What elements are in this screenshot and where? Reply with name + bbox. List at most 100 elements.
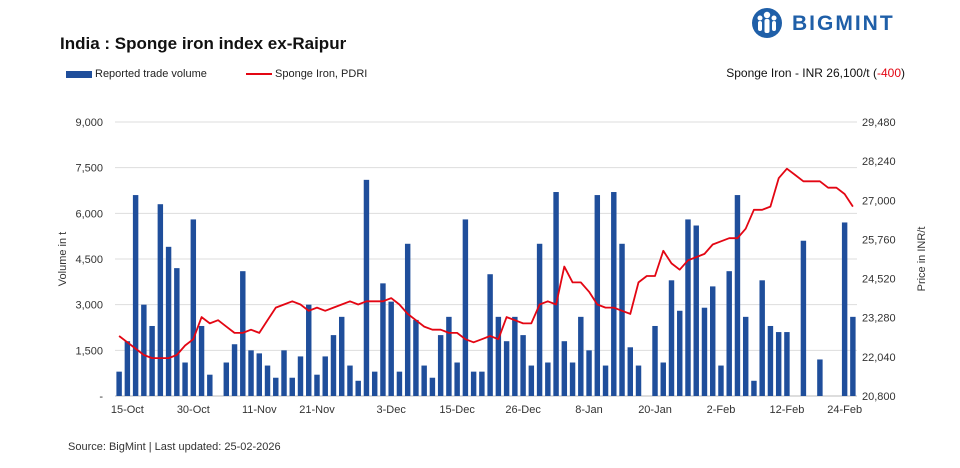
legend-label-price: Sponge Iron, PDRI — [275, 68, 368, 80]
volume-bar — [528, 365, 535, 396]
source-note: Source: BigMint | Last updated: 25-02-20… — [68, 441, 281, 453]
volume-bar — [264, 365, 271, 396]
volume-bar — [347, 365, 353, 396]
legend-swatch-volume — [66, 70, 92, 78]
volume-bar — [314, 374, 320, 396]
volume-bar — [553, 192, 559, 396]
y2-tick-label: 22,040 — [862, 352, 896, 364]
x-tick-label: 12-Feb — [769, 404, 804, 416]
volume-bar — [479, 371, 485, 396]
bigmint-logo-text: BIGMINT — [792, 12, 895, 35]
x-tick-label: 26-Dec — [505, 404, 541, 416]
volume-bar — [726, 271, 732, 396]
volume-bar — [586, 350, 592, 396]
volume-bar — [578, 316, 584, 396]
volume-bar — [635, 365, 642, 396]
y-tick-label: - — [99, 391, 103, 403]
x-tick-label: 20-Jan — [638, 404, 672, 416]
volume-bar — [157, 204, 164, 396]
y2-tick-label: 29,480 — [862, 117, 896, 129]
volume-bar — [668, 280, 675, 396]
volume-bar — [512, 316, 518, 396]
volume-bar — [594, 195, 601, 396]
volume-bar — [380, 283, 386, 396]
volume-bar — [281, 350, 287, 396]
y2-tick-label: 28,240 — [862, 156, 896, 168]
price-note: Sponge Iron - INR 26,100/t (-400) — [726, 66, 905, 80]
price-note-text: Sponge Iron - INR 26,100/t ( — [726, 66, 877, 80]
volume-bar — [751, 380, 757, 396]
volume-bar — [800, 240, 807, 396]
volume-bar — [149, 325, 155, 396]
x-tick-label: 3-Dec — [377, 404, 407, 416]
legend-item-price: Sponge Iron, PDRI — [246, 68, 367, 80]
volume-bar — [182, 362, 188, 396]
volume-bar — [545, 362, 551, 396]
y-tick-label: 9,000 — [75, 117, 103, 129]
y-tick-label: 7,500 — [75, 163, 103, 175]
volume-bar — [124, 341, 131, 396]
volume-bar — [223, 362, 230, 396]
volume-bar — [611, 192, 617, 396]
volume-bar — [759, 280, 765, 396]
y2-tick-label: 20,800 — [862, 391, 896, 403]
volume-bar — [619, 243, 625, 396]
volume-bar — [693, 225, 699, 396]
volume-bar — [339, 316, 345, 396]
volume-bar — [742, 316, 749, 396]
volume-bar — [561, 341, 568, 396]
volume-bar — [289, 377, 295, 396]
volume-bar — [429, 377, 436, 396]
x-tick-label: 2-Feb — [707, 404, 736, 416]
volume-bar — [685, 219, 691, 396]
volume-bar — [784, 332, 790, 396]
x-tick-label: 15-Dec — [439, 404, 475, 416]
y2-tick-label: 25,760 — [862, 234, 896, 246]
volume-bar — [256, 353, 262, 396]
volume-bar — [462, 219, 469, 396]
x-tick-label: 30-Oct — [177, 404, 210, 416]
y-tick-label: 3,000 — [75, 300, 103, 312]
volume-bar — [248, 350, 254, 396]
x-tick-label: 21-Nov — [299, 404, 335, 416]
chart-area: - 1,500 3,000 4,500 6,000 7,500 9,000 20,800 22,… — [57, 117, 928, 416]
volume-bar — [454, 362, 460, 396]
volume-bar — [174, 268, 180, 396]
volume-bar — [306, 304, 312, 396]
volume-bar — [710, 286, 716, 396]
volume-bar — [322, 356, 328, 396]
volume-bar — [198, 325, 205, 396]
volume-bar — [520, 335, 526, 396]
y-tick-label: 4,500 — [75, 254, 103, 266]
volume-bar — [817, 359, 823, 396]
legend-swatch-price — [246, 73, 272, 76]
price-line — [118, 167, 854, 360]
volume-bar — [330, 335, 337, 396]
volume-bar — [190, 219, 197, 396]
y2-axis-title: Price in INR/t — [916, 227, 928, 292]
volume-bar — [718, 365, 724, 396]
price-note-close: ) — [901, 66, 905, 80]
volume-bar — [437, 335, 444, 396]
volume-bar — [413, 319, 419, 396]
price-change: -400 — [876, 66, 901, 80]
volume-bar — [850, 316, 856, 396]
y-tick-label: 1,500 — [75, 345, 103, 357]
volume-bar — [231, 344, 238, 396]
volume-bar — [371, 371, 378, 396]
chart-title: India : Sponge iron index ex-Raipur — [60, 34, 347, 53]
volume-bar — [536, 243, 543, 396]
volume-bar — [734, 195, 741, 396]
bigmint-logo-icon — [752, 8, 782, 38]
legend-item-volume: Reported trade volume — [66, 68, 207, 80]
volume-bar — [446, 316, 452, 396]
volume-bar — [602, 365, 609, 396]
y-tick-label: 6,000 — [75, 208, 103, 220]
volume-bar — [165, 246, 172, 396]
volume-bar — [141, 304, 147, 396]
volume-bar — [569, 362, 576, 396]
volume-bar — [388, 301, 394, 396]
volume-bar — [404, 243, 411, 396]
volume-bar — [363, 179, 370, 396]
volume-bar — [503, 341, 510, 396]
